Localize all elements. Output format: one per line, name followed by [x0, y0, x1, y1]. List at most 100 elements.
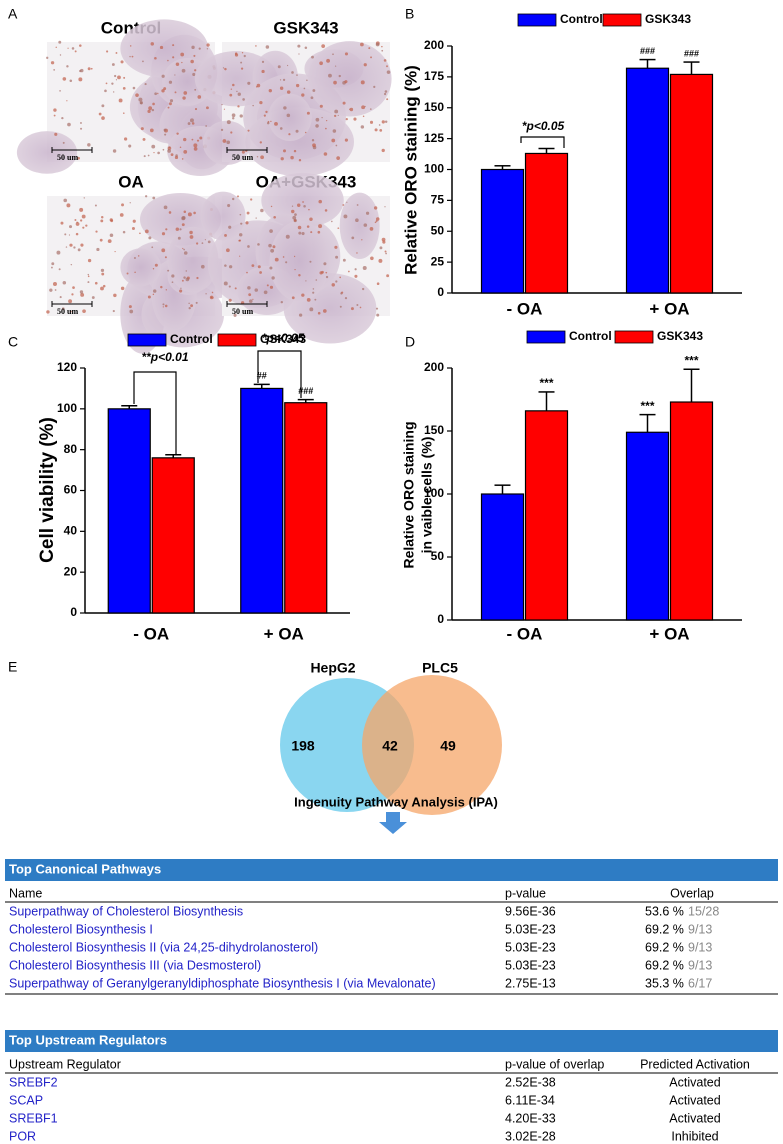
lipid-droplet [69, 243, 73, 247]
lipid-droplet [187, 212, 192, 217]
lipid-droplet [162, 306, 164, 308]
y-tick-label: 50 [431, 223, 445, 237]
y-tick-label: 20 [64, 564, 78, 578]
lipid-droplet [181, 216, 186, 221]
lipid-droplet [295, 129, 299, 133]
lipid-droplet [379, 129, 383, 132]
y-tick-label: 80 [64, 442, 78, 456]
lipid-droplet [157, 92, 159, 95]
y-tick-label: 150 [424, 100, 444, 114]
lipid-droplet [87, 143, 91, 147]
y-tick-label: 100 [57, 401, 77, 415]
bar-label: *** [684, 353, 698, 367]
lipid-droplet [79, 207, 84, 212]
lipid-droplet [117, 75, 121, 80]
lipid-droplet [164, 256, 167, 259]
lipid-droplet [174, 155, 179, 160]
y-tick-label: 0 [70, 605, 77, 619]
lipid-droplet [80, 292, 85, 297]
lipid-droplet [230, 88, 233, 90]
lipid-droplet [257, 243, 260, 246]
lipid-droplet [384, 206, 386, 208]
bar-label: ### [640, 46, 655, 56]
venn-set-label: HepG2 [310, 660, 355, 676]
lipid-droplet [270, 120, 272, 123]
lipid-droplet [201, 242, 204, 245]
lipid-droplet [252, 104, 254, 107]
lipid-droplet [309, 217, 313, 222]
lipid-droplet [66, 65, 69, 68]
lipid-droplet [189, 230, 193, 235]
lipid-droplet [356, 252, 358, 254]
lipid-droplet [226, 120, 231, 125]
lipid-droplet [120, 286, 125, 291]
lipid-droplet [265, 45, 270, 49]
lipid-droplet [120, 60, 124, 64]
table-cell: 4.20E-33 [505, 1111, 556, 1125]
lipid-droplet [65, 246, 68, 248]
lipid-droplet [119, 213, 124, 217]
lipid-droplet [304, 131, 307, 134]
lipid-droplet [181, 68, 186, 73]
lipid-droplet [112, 91, 115, 93]
tissue [16, 131, 78, 174]
lipid-droplet [167, 106, 170, 109]
lipid-droplet [195, 301, 198, 304]
lipid-droplet [68, 234, 71, 236]
scale-bar-label: 50 um [232, 153, 253, 162]
lipid-droplet [182, 247, 184, 250]
venn-count: 198 [291, 738, 315, 754]
lipid-droplet [174, 91, 177, 94]
table-cell: Activated [669, 1075, 720, 1089]
lipid-droplet [96, 247, 100, 252]
lipid-droplet [74, 218, 77, 221]
lipid-droplet [168, 80, 173, 84]
lipid-droplet [361, 239, 363, 241]
lipid-droplet [52, 282, 57, 287]
lipid-droplet [191, 138, 194, 141]
lipid-droplet [50, 61, 55, 65]
significance-bracket [133, 371, 177, 455]
lipid-droplet [255, 217, 257, 219]
lipid-droplet [183, 248, 185, 251]
lipid-droplet [102, 284, 106, 288]
lipid-droplet [71, 47, 75, 50]
table-header-bar [5, 1030, 778, 1052]
table-cell: Superpathway of Cholesterol Biosynthesis [9, 904, 243, 918]
table-cell: 5.03E-23 [505, 958, 556, 972]
lipid-droplet [291, 209, 295, 214]
lipid-droplet [79, 44, 82, 47]
lipid-droplet [247, 245, 250, 248]
lipid-droplet [227, 203, 231, 208]
lipid-droplet [165, 289, 168, 291]
lipid-droplet [98, 112, 102, 116]
lipid-droplet [292, 215, 297, 220]
lipid-droplet [384, 250, 387, 253]
bar [524, 410, 569, 621]
lipid-droplet [291, 205, 294, 207]
lipid-droplet [343, 214, 348, 219]
lipid-droplet [342, 204, 345, 206]
tissue [200, 191, 246, 241]
lipid-droplet [193, 211, 196, 215]
lipid-droplet [360, 42, 364, 47]
lipid-droplet [294, 269, 296, 271]
lipid-droplet [384, 90, 388, 93]
lipid-droplet [99, 238, 103, 242]
lipid-droplet [114, 250, 116, 253]
lipid-droplet [122, 230, 126, 234]
lipid-droplet [261, 69, 265, 74]
lipid-droplet [121, 203, 124, 207]
lipid-droplet [294, 213, 297, 217]
lipid-droplet [111, 82, 114, 85]
lipid-droplet [260, 155, 265, 160]
table-cell: 5.03E-23 [505, 940, 556, 954]
lipid-droplet [293, 255, 296, 258]
table-cell: Superpathway of Geranylgeranyldiphosphat… [9, 976, 436, 990]
lipid-droplet [142, 60, 144, 63]
table-cell: Activated [669, 1111, 720, 1125]
lipid-droplet [362, 266, 367, 271]
lipid-droplet [162, 148, 165, 151]
lipid-droplet [129, 202, 131, 204]
